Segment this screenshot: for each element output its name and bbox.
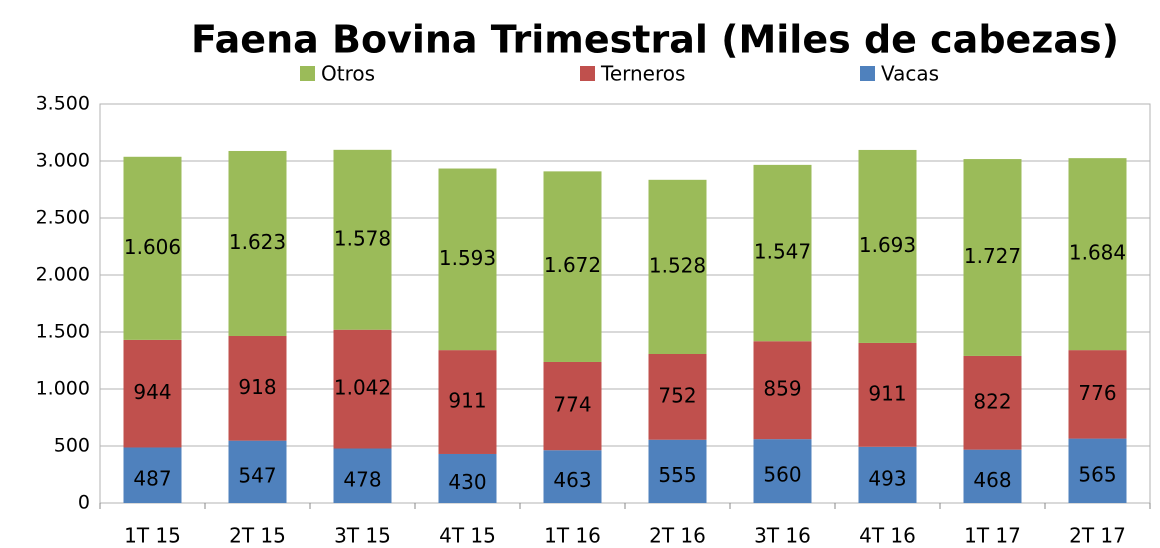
data-label: 560 <box>763 463 801 487</box>
x-tick-label: 2T 16 <box>649 524 706 548</box>
data-label: 911 <box>868 381 906 405</box>
y-tick-label: 2.500 <box>36 207 90 229</box>
data-label: 944 <box>133 380 171 404</box>
bar-segment <box>1068 350 1127 439</box>
bar-segment <box>1068 438 1127 503</box>
bar-segment <box>648 354 707 440</box>
data-label: 1.606 <box>124 235 181 259</box>
bar-segment <box>333 329 392 449</box>
y-tick-label: 2.000 <box>36 264 90 286</box>
data-label: 1.623 <box>229 230 286 254</box>
bar-segment <box>228 150 287 336</box>
data-label: 918 <box>238 375 276 399</box>
bar-segment <box>858 342 917 447</box>
y-tick-label: 3.500 <box>36 93 90 115</box>
data-label: 1.528 <box>649 253 706 277</box>
data-label: 1.593 <box>439 246 496 270</box>
data-label: 1.672 <box>544 253 601 277</box>
bar-segment <box>963 159 1022 356</box>
data-label: 565 <box>1078 462 1116 486</box>
data-label: 1.684 <box>1069 241 1126 265</box>
data-label: 493 <box>868 466 906 490</box>
bar-segment <box>963 355 1022 450</box>
bar-segment <box>333 149 392 330</box>
bar-segment <box>753 341 812 440</box>
bar-segment <box>543 171 602 362</box>
x-tick-label: 1T 17 <box>964 524 1021 548</box>
x-tick-label: 2T 17 <box>1069 524 1126 548</box>
data-label: 430 <box>448 470 486 494</box>
bar-segment <box>1068 158 1127 351</box>
bar-segment <box>123 339 182 448</box>
y-tick-label: 3.000 <box>36 150 90 172</box>
bar-segment <box>858 446 917 503</box>
legend-label: Otros <box>321 62 375 86</box>
bar-segment <box>648 439 707 503</box>
legend-label: Vacas <box>881 62 939 86</box>
x-tick-label: 1T 15 <box>124 524 181 548</box>
data-label: 1.042 <box>334 376 391 400</box>
data-label: 1.727 <box>964 244 1021 268</box>
y-tick-label: 0 <box>78 492 90 514</box>
data-label: 752 <box>658 383 696 407</box>
bar-segment <box>438 168 497 351</box>
bar-segment <box>963 449 1022 503</box>
data-label: 487 <box>133 467 171 491</box>
bar-segment <box>123 156 182 340</box>
bar-segment <box>753 164 812 342</box>
chart-title: Faena Bovina Trimestral (Miles de cabeza… <box>191 18 1119 62</box>
bar-segment <box>438 350 497 454</box>
data-label: 911 <box>448 389 486 413</box>
bar-segment <box>543 450 602 503</box>
legend-swatch <box>580 66 595 81</box>
data-label: 774 <box>553 393 591 417</box>
x-tick-label: 1T 16 <box>544 524 601 548</box>
x-tick-label: 4T 15 <box>439 524 496 548</box>
legend-swatch <box>300 66 315 81</box>
data-label: 547 <box>238 463 276 487</box>
legend-swatch <box>860 66 875 81</box>
data-label: 859 <box>763 377 801 401</box>
x-tick-label: 4T 16 <box>859 524 916 548</box>
legend-label: Terneros <box>600 62 685 86</box>
data-label: 776 <box>1078 381 1116 405</box>
data-label: 1.578 <box>334 226 391 250</box>
bar-segment <box>648 179 707 355</box>
x-tick-label: 2T 15 <box>229 524 286 548</box>
bar-segment <box>438 453 497 503</box>
bar-segment <box>228 440 287 503</box>
bar-segment <box>753 439 812 503</box>
bar-segment <box>123 447 182 503</box>
data-label: 1.547 <box>754 240 811 264</box>
bar-segment <box>228 335 287 441</box>
bar-segment <box>858 149 917 343</box>
data-label: 822 <box>973 389 1011 413</box>
x-tick-label: 3T 16 <box>754 524 811 548</box>
bar-segment <box>333 448 392 503</box>
data-label: 1.693 <box>859 233 916 257</box>
data-label: 478 <box>343 467 381 491</box>
data-label: 463 <box>553 468 591 492</box>
y-tick-label: 1.500 <box>36 321 90 343</box>
y-tick-label: 1.000 <box>36 378 90 400</box>
y-tick-label: 500 <box>54 435 90 457</box>
data-label: 468 <box>973 468 1011 492</box>
x-tick-label: 3T 15 <box>334 524 391 548</box>
bar-segment <box>543 361 602 451</box>
data-label: 555 <box>658 463 696 487</box>
